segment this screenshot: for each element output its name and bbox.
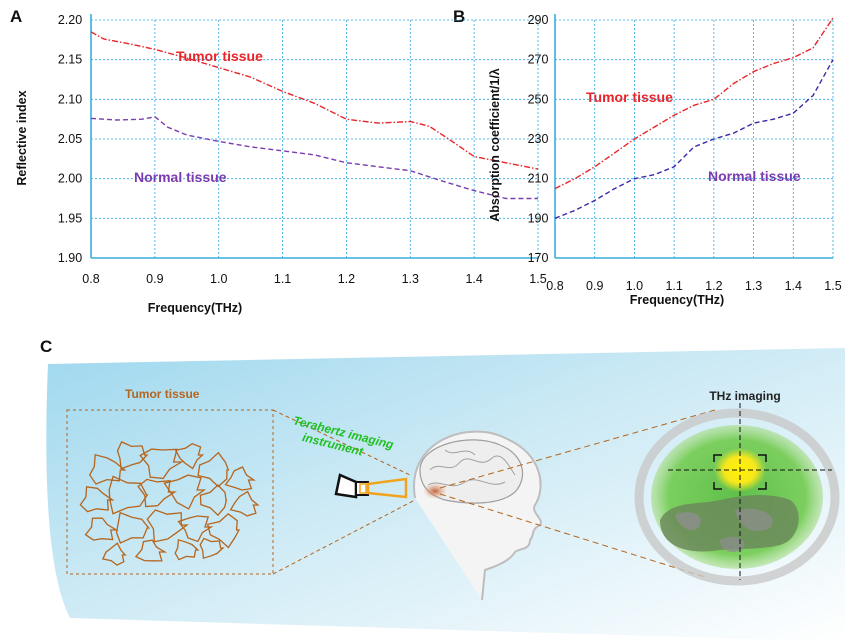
tumor-cell xyxy=(116,441,149,470)
chart-a-y-tick-label: 2.00 xyxy=(58,172,82,186)
thz-image-result xyxy=(634,403,840,586)
tumor-cells-illustration xyxy=(79,441,260,566)
tumor-cell xyxy=(229,490,260,517)
chart-a-series-normal-line xyxy=(90,116,538,200)
tumor-cell xyxy=(199,484,228,517)
chart-a-x-tick-label: 0.8 xyxy=(82,272,99,286)
tumor-tissue-zoom-box xyxy=(66,409,274,575)
terahertz-probe-icon xyxy=(334,473,408,499)
tumor-cell xyxy=(224,466,256,491)
chart-a-series-tumor-line xyxy=(90,31,539,170)
thz-imaging-title: THz imaging xyxy=(709,389,780,403)
chart-b-y-axis-title: Absorption coefficient/1/λ xyxy=(488,68,502,222)
chart-b-y-tick-label: 250 xyxy=(528,92,549,106)
chart-a-x-tick-label: 1.3 xyxy=(402,272,419,286)
tumor-cell xyxy=(177,515,214,543)
chart-a-y-tick-label: 2.20 xyxy=(58,13,82,27)
chart-a-x-tick-label: 0.9 xyxy=(146,272,163,286)
panel-label-b: B xyxy=(453,7,465,26)
target-brackets xyxy=(713,454,767,490)
tumor-cell xyxy=(199,537,225,560)
chart-b-x-axis-title: Frequency(THz) xyxy=(630,293,724,307)
chart-b-series-normal-line xyxy=(554,59,834,219)
tumor-cell xyxy=(137,478,178,508)
zoom-line-bottom xyxy=(272,499,416,575)
chart-b-series-tumor-line xyxy=(554,17,834,190)
chart-a-x-axis-title: Frequency(THz) xyxy=(148,301,242,315)
tumor-cell xyxy=(115,511,151,544)
tumor-cell xyxy=(146,509,189,543)
chart-b-x-tick-label: 0.8 xyxy=(546,279,563,293)
chart-b-x-tick-label: 0.9 xyxy=(586,279,603,293)
chart-a-x-tick-label: 1.4 xyxy=(465,272,482,286)
chart-b-x-tick-label: 1.2 xyxy=(705,279,722,293)
tumor-tissue-title: Tumor tissue xyxy=(125,387,200,401)
chart-a-y-axis-title: Reflective index xyxy=(15,90,29,185)
chart-a-x-tick-label: 1.5 xyxy=(529,272,546,286)
tumor-cell xyxy=(84,517,119,541)
projection-line-bottom xyxy=(439,493,706,578)
chart-b-x-tick-label: 1.3 xyxy=(745,279,762,293)
tumor-cell xyxy=(101,542,127,566)
chart-b-x-tick-label: 1.4 xyxy=(785,279,802,293)
chart-a-x-tick-label: 1.1 xyxy=(274,272,291,286)
chart-b-normal-label: Normal tissue xyxy=(708,168,801,184)
tumor-cell xyxy=(108,475,149,515)
chart-a-y-tick-label: 2.15 xyxy=(58,53,82,67)
chart-b-x-tick-label: 1.0 xyxy=(626,279,643,293)
panel-label-c: C xyxy=(40,337,52,356)
chart-b-y-tick-label: 170 xyxy=(528,251,549,265)
zoom-line-top xyxy=(272,409,411,476)
chart-b-y-tick-label: 290 xyxy=(528,13,549,27)
chart-b-tumor-label: Tumor tissue xyxy=(586,89,673,105)
chart-a-tumor-label: Tumor tissue xyxy=(176,48,263,64)
chart-a: 0.8 0.9 1.0 1.1 1.2 1.3 1.4 1.5 1.90 1.95 2.00 2.05… xyxy=(15,13,547,315)
chart-a-x-tick-label: 1.0 xyxy=(210,272,227,286)
chart-b-y-tick-label: 230 xyxy=(528,132,549,146)
tumor-cell xyxy=(206,513,241,549)
tumor-cell xyxy=(197,451,230,488)
tumor-cell xyxy=(134,539,168,562)
chart-a-y-tick-label: 1.95 xyxy=(58,211,82,225)
thz-imaging-illustration: Tumor tissue Terahertz imaging instrumen… xyxy=(46,348,845,642)
tumor-cell xyxy=(174,442,205,470)
chart-b: 0.8 0.9 1.0 1.1 1.2 1.3 1.4 1.5 170 190 210 230 250 2… xyxy=(488,13,842,307)
chart-b-y-tick-label: 190 xyxy=(528,211,549,225)
tumor-cell xyxy=(163,474,207,510)
chart-a-x-tick-label: 1.2 xyxy=(338,272,355,286)
chart-b-x-tick-label: 1.5 xyxy=(824,279,841,293)
tumor-cell xyxy=(174,538,200,561)
chart-b-y-tick-label: 270 xyxy=(528,53,549,67)
tumor-cell xyxy=(139,448,184,480)
panel-label-a: A xyxy=(10,7,22,26)
chart-a-y-tick-label: 2.05 xyxy=(58,132,82,146)
tumor-cell xyxy=(88,453,127,485)
head-brain-icon xyxy=(412,430,543,601)
projection-line-top xyxy=(439,409,716,489)
chart-b-y-tick-label: 210 xyxy=(528,172,549,186)
chart-a-y-tick-label: 1.90 xyxy=(58,251,82,265)
chart-a-normal-label: Normal tissue xyxy=(134,169,227,185)
tumor-cell xyxy=(79,486,115,513)
chart-b-x-tick-label: 1.1 xyxy=(665,279,682,293)
chart-a-y-tick-label: 2.10 xyxy=(58,92,82,106)
tumor-spot xyxy=(423,483,447,499)
